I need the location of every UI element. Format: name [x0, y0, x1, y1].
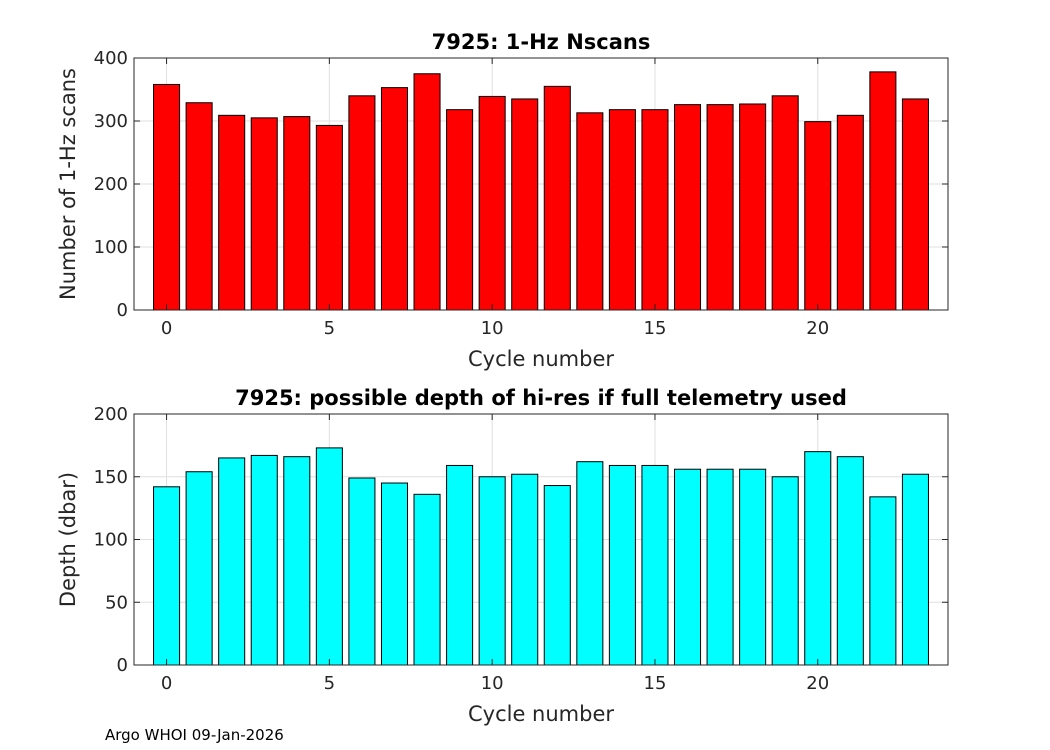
- bar: [543, 485, 571, 666]
- bar: [576, 461, 604, 666]
- bar: [315, 124, 343, 311]
- bar: [511, 98, 539, 311]
- bar: [478, 476, 506, 666]
- bar: [706, 468, 734, 666]
- bar: [771, 95, 799, 311]
- x-tick-label: 5: [324, 673, 335, 694]
- bar: [869, 496, 897, 666]
- bar: [413, 73, 441, 311]
- bar: [250, 454, 278, 666]
- footer-note: Argo WHOI 09-Jan-2026: [105, 726, 284, 744]
- bar: [576, 112, 604, 311]
- y-axis-label: Depth (dbar): [56, 472, 80, 607]
- bar: [380, 87, 409, 311]
- bar: [185, 471, 213, 666]
- bar: [771, 476, 799, 666]
- bar: [869, 71, 897, 311]
- bar: [153, 486, 181, 666]
- x-axis-label: Cycle number: [468, 702, 614, 726]
- x-tick-label: 5: [324, 318, 335, 339]
- bar: [739, 468, 767, 666]
- bar: [901, 473, 929, 666]
- bar: [218, 114, 246, 311]
- x-tick-label: 20: [806, 318, 829, 339]
- bar: [804, 451, 832, 666]
- x-axis-label: Cycle number: [468, 347, 614, 371]
- bar: [543, 85, 571, 311]
- bar: [478, 95, 506, 311]
- x-tick-label: 10: [481, 673, 504, 694]
- y-tick-label: 100: [94, 237, 128, 258]
- y-tick-label: 200: [94, 174, 128, 195]
- x-tick-label: 15: [644, 673, 667, 694]
- x-tick-label: 15: [644, 318, 667, 339]
- y-tick-label: 400: [94, 48, 128, 69]
- x-tick-label: 10: [481, 318, 504, 339]
- bar: [153, 83, 181, 311]
- bar: [673, 468, 702, 666]
- bar: [641, 464, 669, 666]
- chart-title: 7925: 1-Hz Nscans: [432, 30, 651, 54]
- bar: [380, 482, 409, 666]
- bar: [413, 493, 441, 666]
- bar: [348, 95, 376, 311]
- bar: [315, 447, 343, 666]
- bar: [804, 121, 832, 311]
- bar: [608, 464, 636, 666]
- x-tick-label: 20: [806, 673, 829, 694]
- bar: [673, 104, 702, 311]
- bar: [739, 103, 767, 311]
- bar: [283, 116, 311, 311]
- y-tick-label: 200: [94, 404, 128, 425]
- x-tick-label: 0: [161, 318, 172, 339]
- bar: [446, 464, 474, 666]
- y-tick-label: 50: [105, 592, 128, 613]
- y-tick-label: 300: [94, 111, 128, 132]
- bar: [185, 102, 213, 311]
- bar: [348, 477, 376, 666]
- bar: [218, 457, 246, 666]
- bar: [250, 117, 278, 311]
- y-tick-label: 0: [117, 655, 128, 676]
- x-tick-label: 0: [161, 673, 172, 694]
- bar: [641, 109, 669, 311]
- bar: [836, 114, 864, 311]
- y-tick-label: 0: [117, 300, 128, 321]
- y-tick-label: 100: [94, 530, 128, 551]
- bar: [608, 109, 636, 311]
- bar: [511, 473, 539, 666]
- bar: [901, 98, 929, 311]
- bar: [836, 456, 864, 666]
- bar: [706, 104, 734, 311]
- y-axis-label: Number of 1-Hz scans: [56, 68, 80, 300]
- chart-title: 7925: possible depth of hi-res if full t…: [235, 386, 847, 410]
- bar: [283, 456, 311, 666]
- y-tick-label: 150: [94, 467, 128, 488]
- bar: [446, 109, 474, 311]
